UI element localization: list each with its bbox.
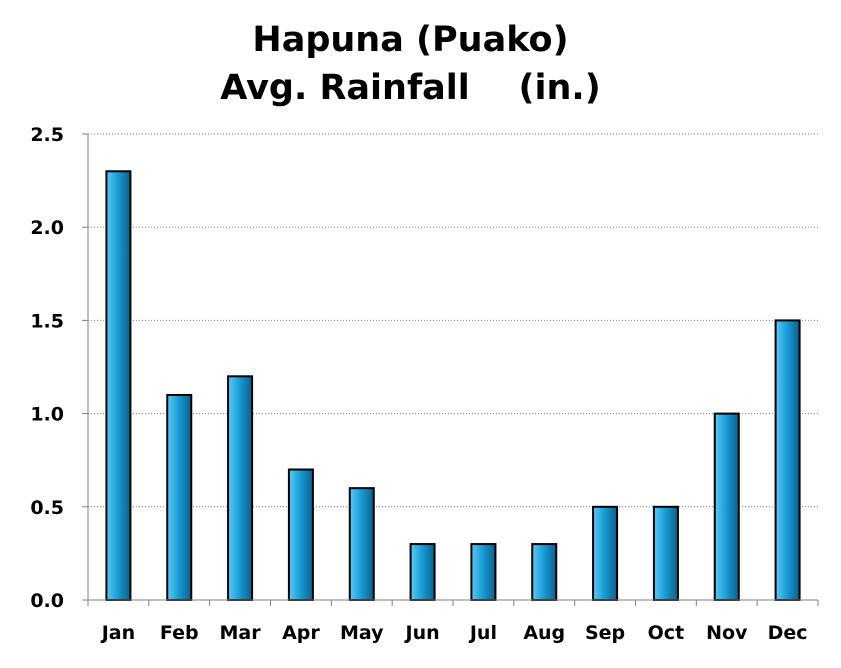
- y-tick-label: 2.5: [30, 124, 64, 146]
- x-tick-label-aug: Aug: [523, 622, 565, 644]
- y-tick-label: 1.0: [30, 404, 64, 426]
- y-tick-label: 1.5: [30, 310, 64, 332]
- bar-jul: [470, 543, 497, 602]
- x-tick-label-apr: Apr: [282, 622, 320, 644]
- bar-aug: [531, 543, 558, 602]
- chart-title-line-2: Avg. Rainfall (in.): [220, 68, 601, 108]
- bar-sep: [592, 505, 619, 601]
- y-tick-label: 0.5: [30, 497, 64, 519]
- bar-feb: [166, 393, 193, 601]
- bar-dec: [774, 319, 801, 601]
- bar-jun: [409, 543, 436, 602]
- x-tick-label-jul: Jul: [468, 622, 497, 644]
- x-tick-label-mar: Mar: [220, 622, 262, 644]
- x-tick-label-nov: Nov: [706, 622, 748, 644]
- axes: [82, 133, 819, 606]
- y-tick-label: 2.0: [30, 217, 64, 239]
- x-tick-label-jun: Jun: [404, 622, 440, 644]
- chart-title-line-1: Hapuna (Puako): [252, 20, 569, 60]
- x-tick-label-jan: Jan: [100, 622, 135, 644]
- x-tick-label-may: May: [340, 622, 384, 644]
- bar-mar: [227, 375, 254, 601]
- x-tick-labels: Jan Feb Mar Apr May Jun Jul Aug Sep Oct Nov Dec: [100, 622, 808, 644]
- bar-may: [348, 487, 375, 601]
- bar-jan: [105, 170, 132, 601]
- x-tick-label-dec: Dec: [768, 622, 808, 644]
- x-tick-label-sep: Sep: [585, 622, 625, 644]
- bars: [105, 170, 801, 602]
- x-tick-label-oct: Oct: [648, 622, 685, 644]
- y-tick-label: 0.0: [30, 590, 64, 612]
- bar-nov: [713, 412, 740, 601]
- y-tick-labels: 0.0 0.5 1.0 1.5 2.0 2.5: [30, 124, 64, 612]
- x-tick-label-feb: Feb: [160, 622, 199, 644]
- bar-apr: [287, 468, 314, 601]
- gridlines: [88, 133, 818, 508]
- bar-oct: [652, 505, 679, 601]
